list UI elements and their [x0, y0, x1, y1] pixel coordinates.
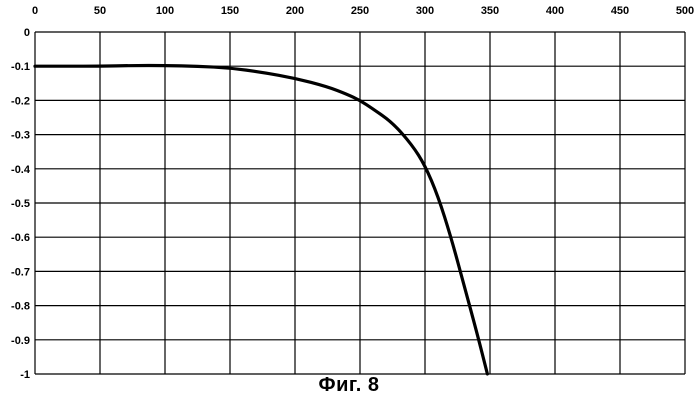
data-point [34, 65, 37, 68]
data-point [164, 64, 167, 67]
x-tick-label: 150 [221, 5, 239, 17]
x-tick-label: 350 [481, 5, 499, 17]
figure-caption: Фиг. 8 [0, 374, 698, 397]
x-tick-label: 250 [351, 5, 369, 17]
y-tick-label: -0.9 [11, 335, 30, 347]
data-point [131, 64, 134, 67]
data-point [437, 195, 440, 198]
y-tick-label: -0.5 [11, 198, 30, 210]
data-point [99, 65, 102, 68]
series-layer [34, 64, 489, 375]
y-tick-label: -0.8 [11, 301, 30, 313]
y-tick-label: -0.3 [11, 130, 30, 142]
y-axis-ticks: 0-0.1-0.2-0.3-0.4-0.5-0.6-0.7-0.8-0.9-1 [11, 27, 31, 381]
x-tick-label: 500 [676, 5, 694, 17]
data-point [66, 65, 69, 68]
data-point [294, 77, 297, 80]
x-tick-label: 0 [32, 5, 38, 17]
data-point [196, 65, 199, 68]
data-point [476, 331, 479, 334]
data-point [463, 284, 466, 287]
data-point [424, 164, 427, 167]
y-tick-label: 0 [24, 27, 30, 39]
data-point [391, 121, 394, 124]
data-point [261, 71, 264, 74]
data-point [359, 99, 362, 102]
y-tick-label: -0.7 [11, 266, 30, 278]
data-point [229, 66, 232, 69]
x-axis-ticks: 0 50 100 150 200 250 300 350 400 450 500 [32, 5, 694, 17]
x-tick-label: 300 [416, 5, 434, 17]
data-point [411, 143, 414, 146]
x-tick-label: 400 [546, 5, 564, 17]
x-tick-label: 100 [156, 5, 174, 17]
data-point [326, 85, 329, 88]
data-point [450, 236, 453, 239]
grid [35, 32, 685, 374]
data-point [372, 107, 375, 110]
y-tick-label: -0.1 [11, 61, 30, 73]
y-tick-label: -0.6 [11, 232, 30, 244]
x-tick-label: 50 [94, 5, 106, 17]
x-tick-label: 450 [611, 5, 629, 17]
y-tick-label: -0.2 [11, 95, 30, 107]
series-line [35, 66, 487, 374]
x-tick-label: 200 [286, 5, 304, 17]
data-point [346, 93, 349, 96]
y-tick-label: -0.4 [11, 164, 31, 176]
